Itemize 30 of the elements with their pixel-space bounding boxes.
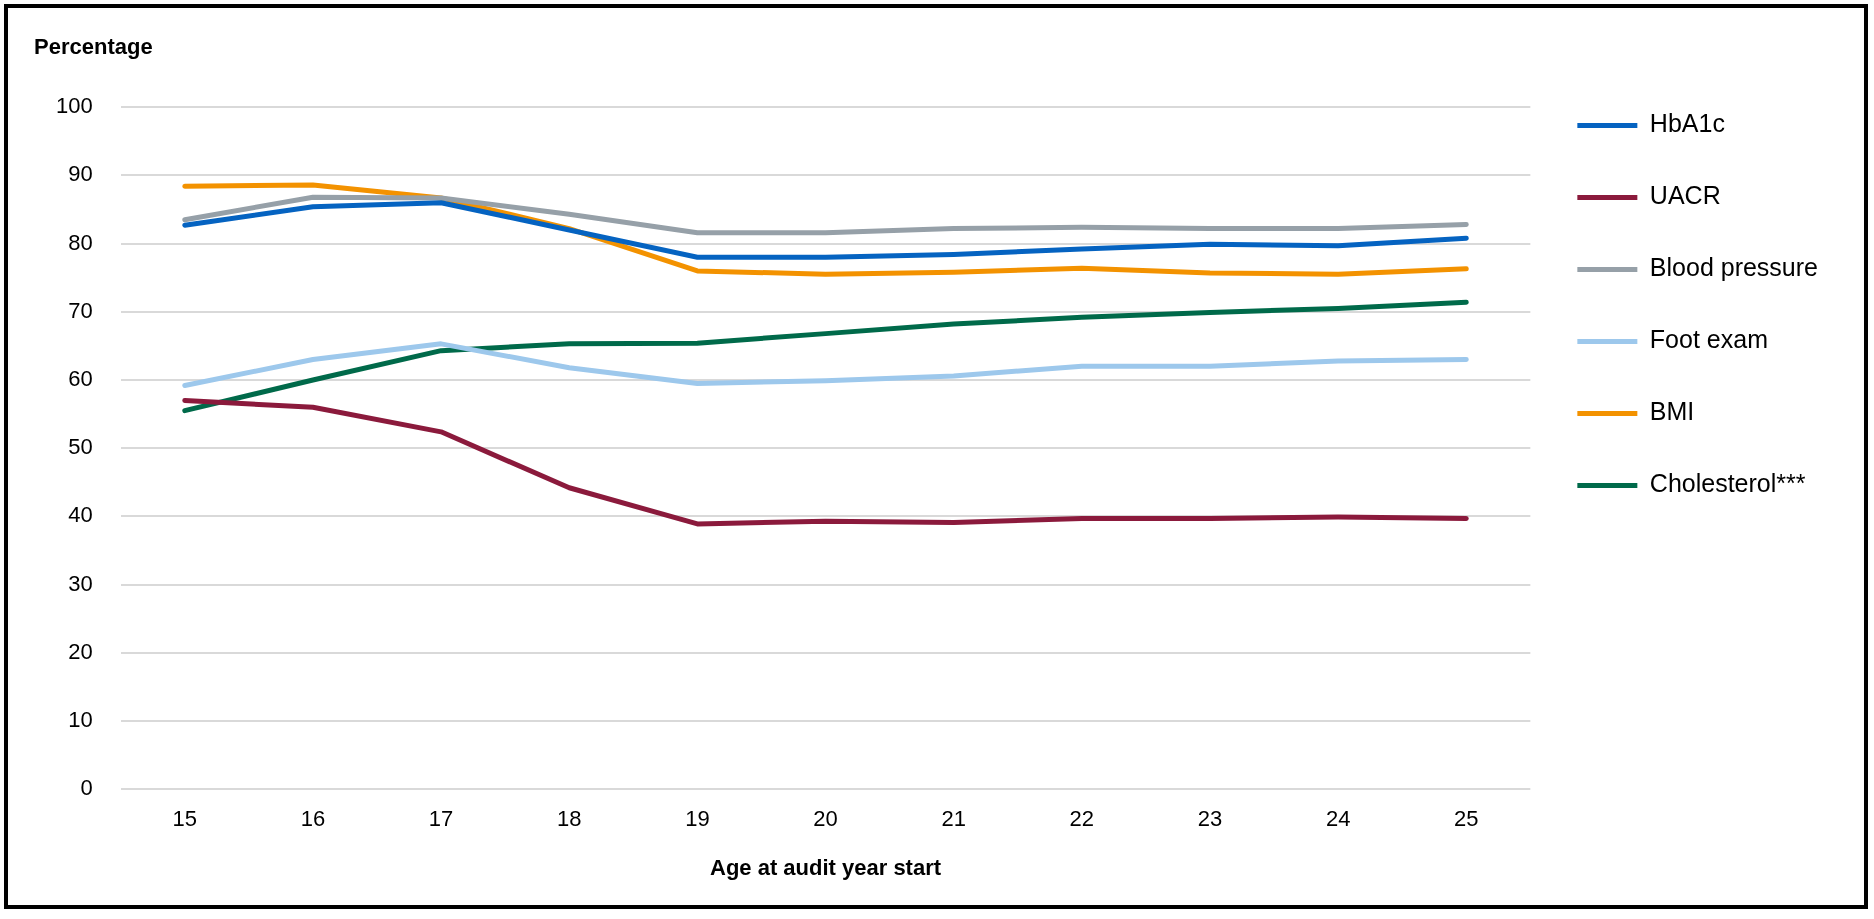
legend-label: UACR: [1649, 181, 1721, 210]
x-tick-label: 19: [685, 806, 710, 832]
y-tick-label: 100: [55, 93, 93, 119]
x-tick-label: 17: [428, 806, 454, 832]
legend-label: BMI: [1649, 397, 1695, 426]
y-tick-label: 70: [68, 297, 93, 323]
x-tick-label: 23: [1197, 806, 1223, 832]
x-tick-label: 21: [941, 806, 966, 832]
y-tick-label: 10: [68, 707, 93, 733]
x-tick-label: 18: [556, 806, 582, 832]
x-tick-label: 25: [1454, 806, 1479, 832]
legend-label: Cholesterol***: [1649, 469, 1806, 498]
y-tick-label: 90: [68, 161, 93, 187]
legend-label: HbA1c: [1649, 109, 1725, 138]
legend-label: Foot exam: [1649, 325, 1768, 354]
x-tick-label: 15: [172, 806, 198, 832]
x-tick-label: 20: [813, 806, 838, 832]
x-tick-label: 22: [1069, 806, 1095, 832]
y-axis-title: Percentage: [34, 34, 153, 60]
y-tick-label: 50: [68, 434, 93, 460]
y-tick-label: 20: [68, 638, 93, 664]
legend-label: Blood pressure: [1649, 253, 1818, 282]
x-axis-title: Age at audit year start: [709, 854, 942, 880]
x-tick-label: 16: [300, 806, 326, 832]
y-tick-label: 80: [68, 229, 93, 255]
y-tick-label: 30: [68, 570, 93, 596]
y-tick-label: 40: [68, 502, 93, 528]
y-tick-label: 60: [68, 366, 93, 392]
y-tick-label: 0: [80, 775, 93, 801]
x-tick-label: 24: [1325, 806, 1351, 832]
